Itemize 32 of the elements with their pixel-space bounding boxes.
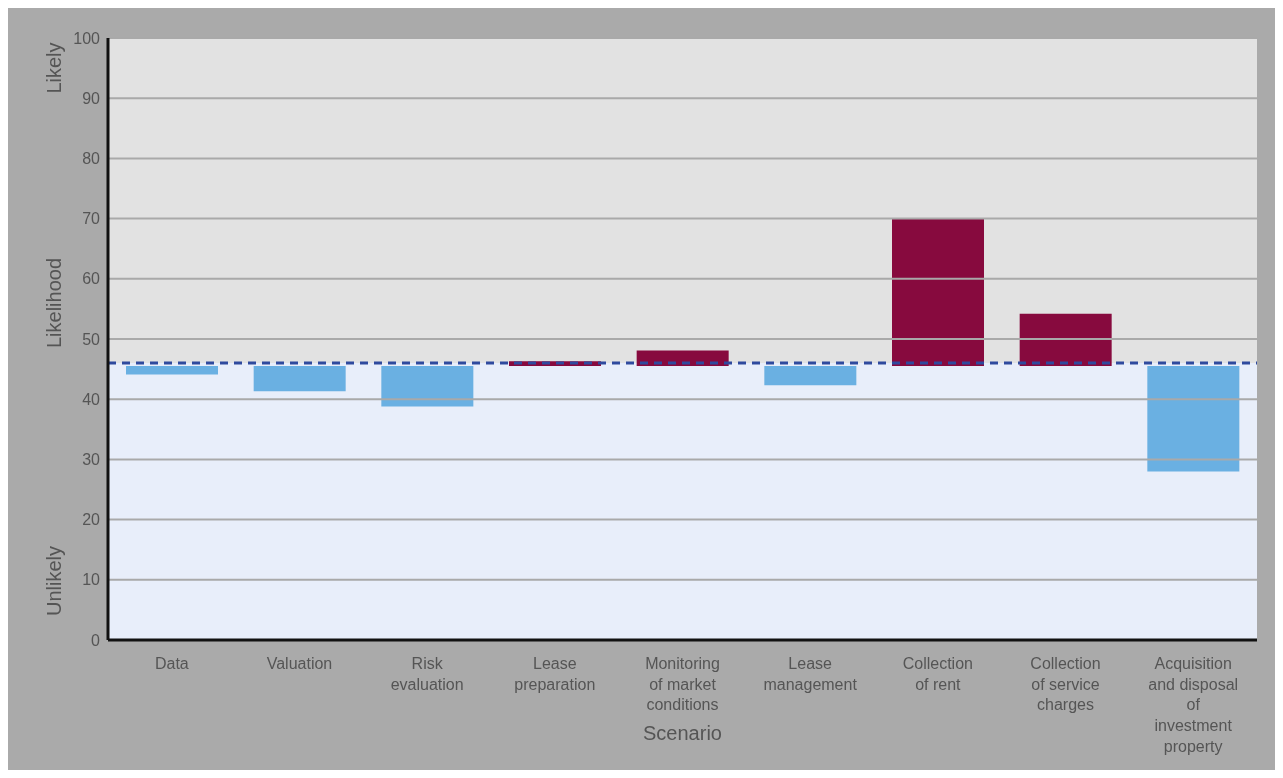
y-tick-label: 80 xyxy=(82,150,101,168)
y-tick-label: 60 xyxy=(82,270,101,288)
y-tick-label: 100 xyxy=(73,29,101,47)
bar xyxy=(1147,366,1240,472)
x-tick-label: Monitoring of market conditions xyxy=(645,654,720,714)
y-tick-label: 20 xyxy=(82,511,101,529)
x-axis-title: Scenario xyxy=(643,722,722,744)
y-tick-label: 10 xyxy=(82,571,101,589)
bar xyxy=(126,366,218,375)
text: Likely xyxy=(42,42,66,94)
y-tick-label: 90 xyxy=(82,89,101,107)
text: Unlikely xyxy=(42,545,66,616)
bar xyxy=(764,366,857,386)
y-tick-label: 70 xyxy=(82,210,101,228)
x-tick-label: Acquisition and disposal of investment property xyxy=(1148,654,1239,755)
y-axis-title: Likelihood xyxy=(42,258,66,349)
bar xyxy=(381,366,474,407)
y-tick-label: 50 xyxy=(82,330,101,348)
x-tick-label: Lease preparation xyxy=(514,654,596,693)
x-tick-label: Collection of service charges xyxy=(1030,654,1101,714)
y-tick-label: 0 xyxy=(91,631,101,649)
x-tick-label: Collection of rent xyxy=(902,654,973,693)
y-tick-label: 30 xyxy=(82,451,101,469)
bar xyxy=(253,366,346,392)
x-tick-label: Data xyxy=(154,654,189,672)
bar xyxy=(892,218,984,367)
bar xyxy=(1019,313,1112,367)
x-tick-label: Valuation xyxy=(266,654,333,672)
x-tick-label: Lease management xyxy=(763,654,858,693)
bar xyxy=(636,350,729,367)
x-tick-label: Risk evaluation xyxy=(390,654,464,693)
y-tick-label: 40 xyxy=(82,390,101,408)
